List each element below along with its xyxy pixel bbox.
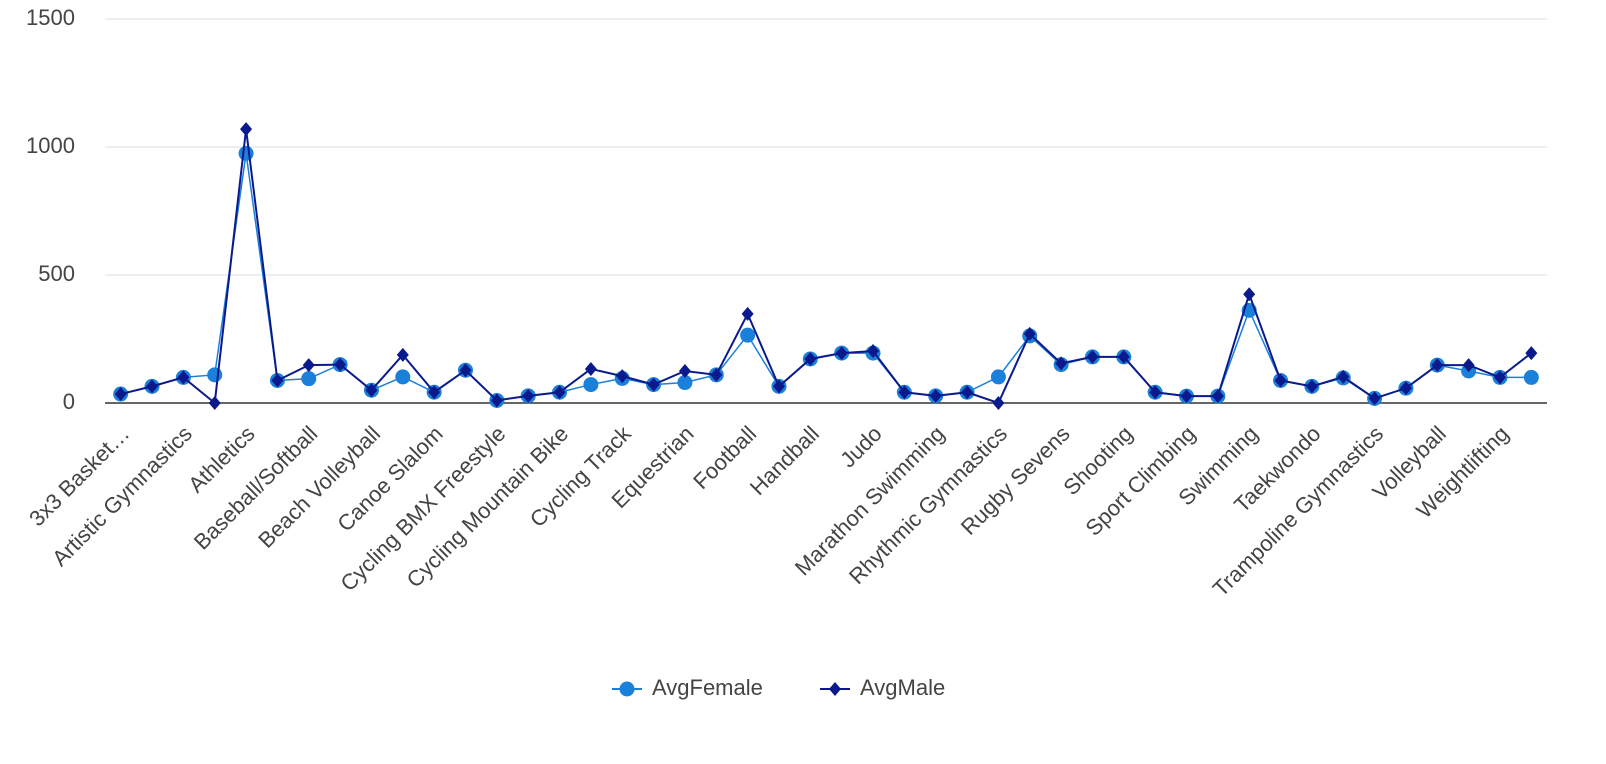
point [867,344,880,359]
point [1117,349,1130,364]
point [583,377,599,393]
series-line [120,128,1532,405]
point [741,306,754,321]
point [990,369,1006,385]
point [740,327,756,343]
point [207,367,223,383]
point [177,370,190,385]
y-tick-label: 1500 [26,5,75,30]
point [301,371,317,387]
point [829,682,841,696]
point [1523,369,1539,385]
point [490,393,503,408]
point [428,385,441,400]
point [677,375,693,391]
point [1462,358,1475,373]
point [553,385,566,400]
point [992,396,1005,410]
point [395,369,411,385]
point [396,347,409,362]
point [619,681,635,697]
point [835,346,848,361]
point [334,357,347,372]
point [1243,287,1256,302]
point [1149,385,1162,400]
point [616,369,629,384]
point [522,388,535,403]
point [114,387,127,402]
point [898,385,911,400]
series-line [120,153,1532,402]
x-tick-label: Sport Climbing [1080,421,1200,541]
point [1431,358,1444,373]
y-tick-label: 0 [63,389,75,414]
point [208,396,221,410]
point [1274,373,1287,388]
x-tick-label: Handball [745,421,824,500]
point [1305,379,1318,394]
point [929,388,942,403]
point [146,379,159,394]
point [302,358,315,373]
point [271,373,284,388]
point [459,363,472,378]
point [1368,391,1381,406]
point [1086,349,1099,364]
point [678,364,691,378]
x-tick-label: Judo [835,421,886,472]
point [1211,389,1224,404]
point [238,145,254,161]
point [1055,356,1068,371]
point [961,385,974,400]
point [1399,381,1412,396]
point [772,379,785,394]
x-tick-label: Rugby Sevens [956,421,1075,540]
point [1180,389,1193,404]
point [1493,370,1506,385]
point [647,377,660,392]
point [1337,369,1350,384]
legend-label: AvgFemale [652,675,763,700]
legend-label: AvgMale [860,675,945,700]
point [584,361,597,376]
y-tick-label: 1000 [26,133,75,158]
point [1525,346,1538,361]
point [804,351,817,366]
point [365,383,378,398]
point [710,367,723,382]
y-tick-label: 500 [38,261,75,286]
point [1023,326,1036,341]
point [240,122,253,137]
